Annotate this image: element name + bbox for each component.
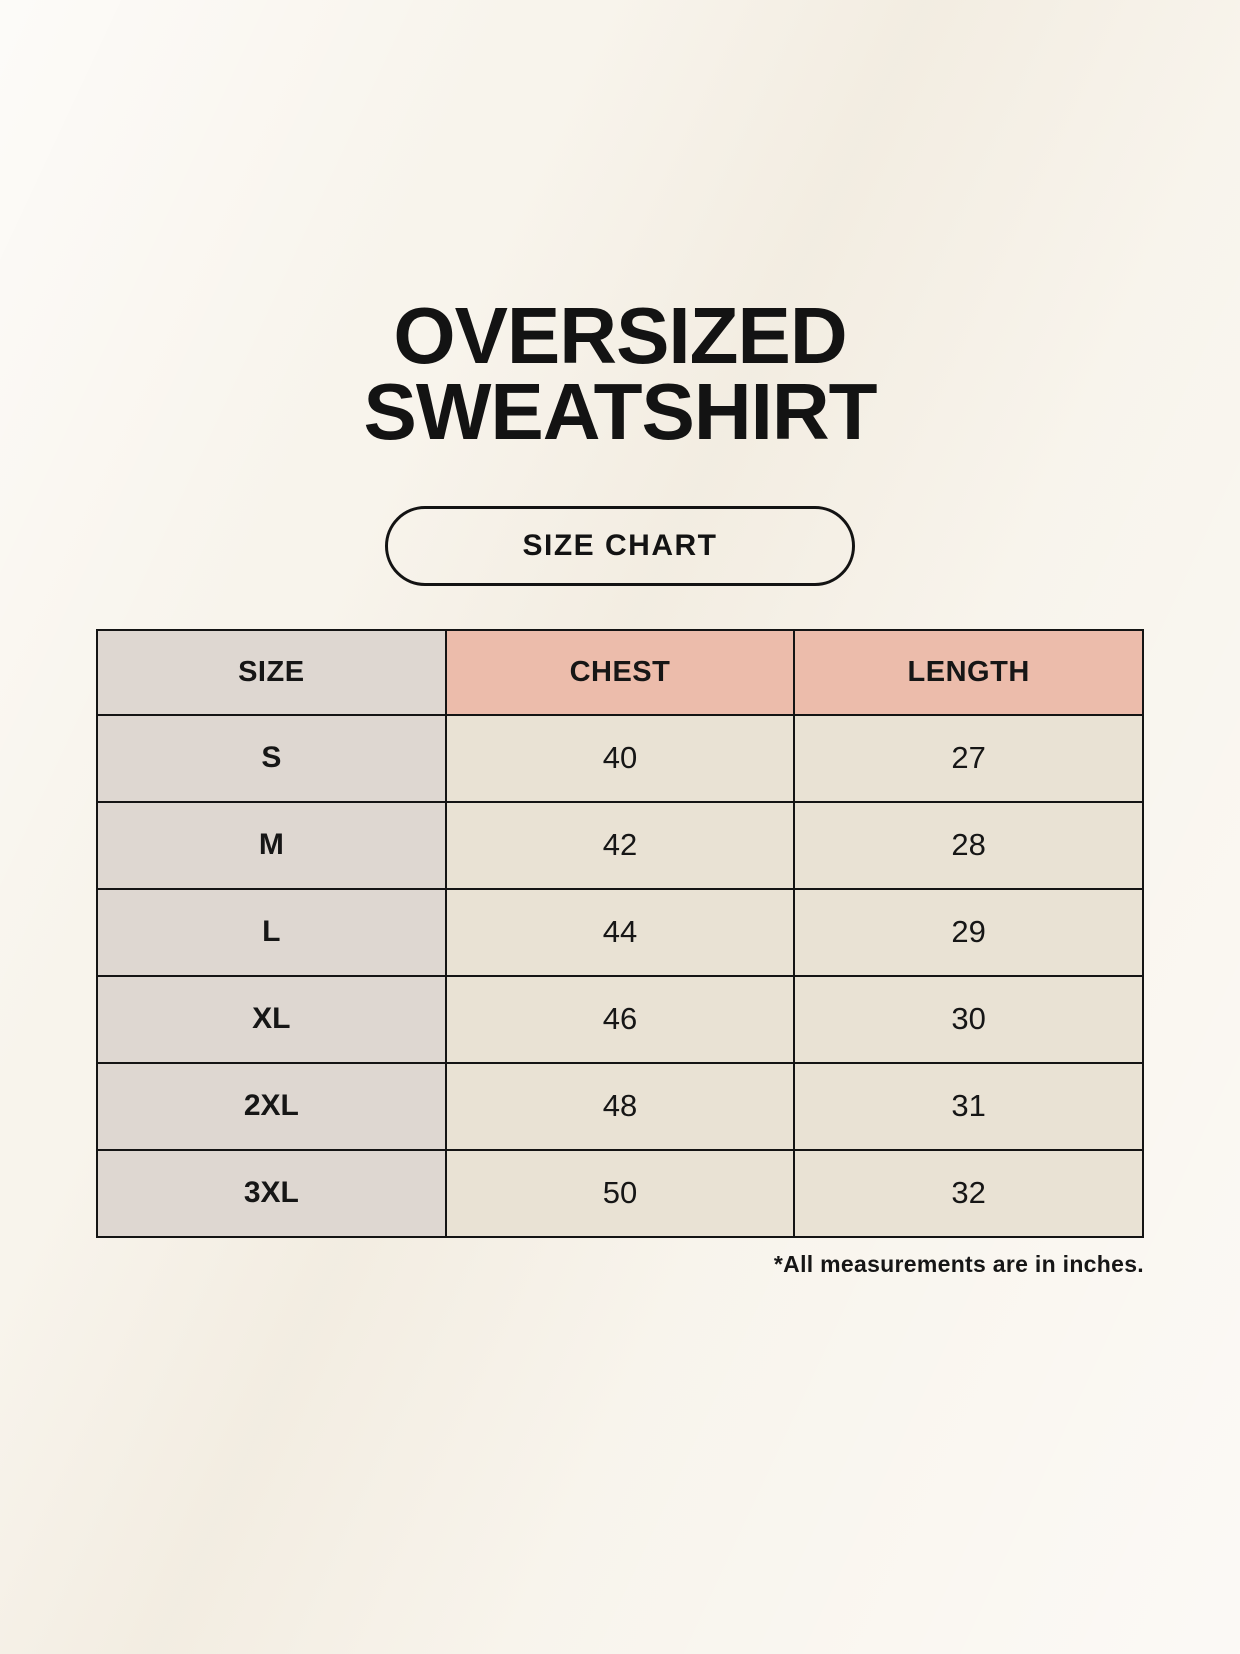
table-row-2xl: 2XL 48 31 (96, 1061, 1144, 1151)
length-value: 30 (793, 974, 1144, 1064)
size-value: S (96, 713, 447, 803)
length-value: 29 (793, 887, 1144, 977)
size-value: 3XL (96, 1148, 447, 1238)
title-line-2: SWEATSHIRT (363, 366, 878, 456)
header-cell-chest: CHEST (444, 628, 796, 716)
header-cell-size: SIZE (96, 628, 447, 716)
chest-value: 50 (444, 1148, 796, 1238)
table-row-s: S 40 27 (96, 713, 1144, 803)
length-value: 32 (793, 1148, 1144, 1238)
header-cell-length: LENGTH (793, 628, 1144, 716)
chest-value: 44 (444, 887, 796, 977)
chest-value: 42 (444, 800, 796, 890)
length-value: 28 (793, 800, 1144, 890)
chest-value: 40 (444, 713, 796, 803)
size-chart-button[interactable]: SIZE CHART (385, 505, 855, 586)
size-value: M (96, 800, 447, 890)
size-chart-table: SIZE CHEST LENGTH S 40 27 M 42 28 L 44 2… (96, 628, 1144, 1238)
length-value: 27 (793, 713, 1144, 803)
table-row-m: M 42 28 (96, 800, 1144, 890)
measurements-footnote: *All measurements are in inches. (773, 1250, 1144, 1277)
size-chart-table-container: SIZE CHEST LENGTH S 40 27 M 42 28 L 44 2… (96, 628, 1144, 1238)
chest-value: 48 (444, 1061, 796, 1151)
size-value: 2XL (96, 1061, 447, 1151)
size-chart-button-label: SIZE CHART (522, 528, 718, 562)
page-title: OVERSIZED SWEATSHIRT (0, 54, 1240, 451)
title-line-1: OVERSIZED (393, 290, 847, 380)
table-row-3xl: 3XL 50 32 (96, 1148, 1144, 1238)
chest-value: 46 (444, 974, 796, 1064)
length-value: 31 (793, 1061, 1144, 1151)
size-value: L (96, 887, 447, 977)
table-row-l: L 44 29 (96, 887, 1144, 977)
table-header-row: SIZE CHEST LENGTH (96, 628, 1144, 716)
size-chart-page: { "page": { "title_line1": "OVERSIZED", … (0, 53, 1240, 1654)
table-row-xl: XL 46 30 (96, 974, 1144, 1064)
size-value: XL (96, 974, 447, 1064)
